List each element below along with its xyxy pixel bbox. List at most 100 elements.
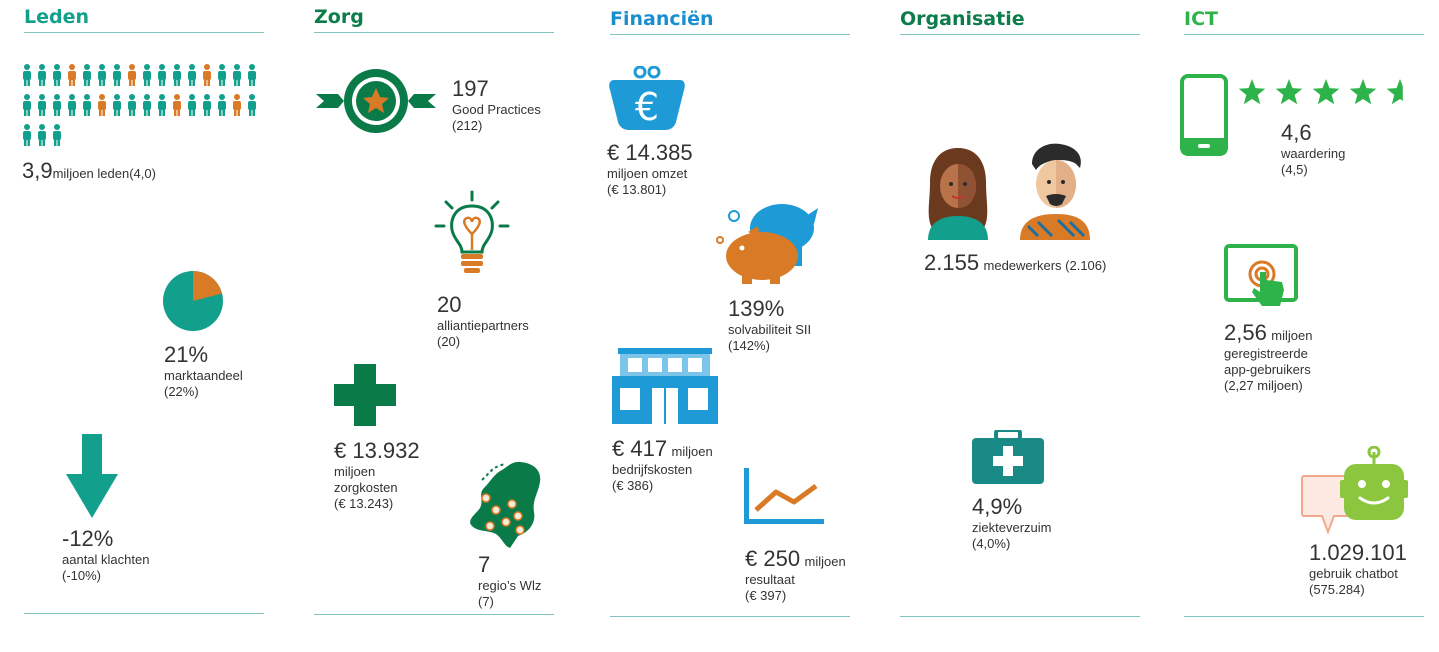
zorg-title: Zorg [314, 6, 364, 28]
complaints-prev: (-10%) [62, 567, 102, 583]
rating-prev: (4,5) [1281, 161, 1308, 177]
piggy-bank-icon [716, 204, 818, 284]
chatbot-icon [1301, 446, 1408, 534]
practices-label: Good Practices [452, 102, 541, 118]
rating-stat: 4,6 waardering (4,5) [1281, 120, 1345, 178]
ict-top-rule [1184, 34, 1424, 35]
solvency-value: 139% [728, 296, 785, 321]
award-badge-icon [316, 69, 436, 133]
zorg-top-rule [314, 32, 554, 33]
partners-value: 20 [437, 292, 462, 317]
ict-bottom-rule [1184, 616, 1424, 617]
people-icon [23, 64, 256, 146]
partners-prev: (20) [437, 333, 461, 349]
regions-value: 7 [478, 552, 491, 577]
market-share-pie-icon [163, 271, 223, 331]
app-users-prev: (2,27 miljoen) [1224, 377, 1303, 393]
complaints-value: -12% [62, 526, 114, 551]
financien-title: Financiën [610, 8, 714, 30]
practices-value: 197 [452, 76, 489, 101]
staff-label: medewerkers (2.106) [983, 258, 1107, 273]
solvency-prev: (142%) [728, 337, 770, 353]
result-line-chart-icon [744, 468, 824, 524]
ict-title: ICT [1184, 8, 1218, 30]
absence-stat: 4,9% ziekteverzuim (4,0%) [972, 494, 1051, 552]
solvency-stat: 139% solvabiliteit SII (142%) [728, 296, 811, 354]
result-value: € 250 [745, 546, 801, 571]
chatbot-label: gebruik chatbot [1309, 566, 1398, 582]
revenue-stat: € 14.385 miljoen omzet (€ 13.801) [607, 140, 693, 198]
touchscreen-tap-icon [1224, 244, 1298, 306]
leden-top-rule [24, 32, 264, 33]
absence-label: ziekteverzuim [972, 520, 1052, 536]
revenue-prev: (€ 13.801) [607, 181, 667, 197]
app-users-value: 2,56 [1224, 320, 1267, 345]
lightbulb-icon [434, 190, 510, 273]
staff-value: 2.155 [924, 250, 980, 275]
result-label: resultaat [745, 572, 795, 588]
care-costs-prev: (€ 13.243) [334, 495, 394, 511]
rating-value: 4,6 [1281, 120, 1312, 145]
complaints-stat: -12% aantal klachten (-10%) [62, 526, 149, 584]
market-label: marktaandeel [164, 368, 243, 384]
care-costs-stat: € 13.932 miljoen zorgkosten (€ 13.243) [334, 438, 420, 511]
chatbot-stat: 1.029.101 gebruik chatbot (575.284) [1309, 540, 1407, 598]
practices-prev: (212) [452, 117, 483, 133]
absence-value: 4,9% [972, 494, 1023, 519]
opex-prev: (€ 386) [612, 477, 654, 493]
smartphone-icon [1180, 74, 1228, 156]
financien-top-rule [610, 34, 850, 35]
arrow-down-icon [66, 434, 118, 518]
regions-stat: 7 regio’s Wlz (7) [478, 552, 541, 610]
medical-cross-icon [334, 364, 396, 426]
app-users-label1: geregistreerde [1224, 346, 1308, 362]
practices-stat: 197 Good Practices (212) [452, 76, 541, 134]
svg-text:€: € [635, 85, 659, 129]
organisatie-bottom-rule [900, 616, 1140, 617]
staff-stat: 2.155 medewerkers (2.106) [924, 250, 1106, 276]
revenue-value: € 14.385 [607, 140, 693, 165]
zorg-bottom-rule [314, 614, 554, 615]
office-building-icon [612, 348, 718, 424]
app-users-label2: app-gebruikers [1224, 361, 1311, 377]
revenue-label: miljoen omzet [607, 166, 688, 182]
members-prev: (4,0) [129, 166, 156, 181]
organisatie-title: Organisatie [900, 8, 1025, 30]
complaints-label: aantal klachten [62, 552, 150, 568]
care-costs-label2: zorgkosten [334, 479, 398, 495]
partners-label: alliantiepartners [437, 318, 529, 334]
opex-label: bedrijfskosten [612, 462, 693, 478]
solvency-label: solvabiliteit SII [728, 322, 812, 338]
market-prev: (22%) [164, 383, 199, 399]
result-unit: miljoen [804, 554, 846, 569]
opex-unit: miljoen [671, 444, 713, 459]
employees-man-icon [1020, 143, 1090, 240]
rating-stars-icon [1238, 79, 1410, 105]
rating-label: waardering [1281, 146, 1346, 162]
chatbot-value: 1.029.101 [1309, 540, 1407, 565]
members-value: 3,9 [22, 158, 53, 183]
chatbot-prev: (575.284) [1309, 581, 1365, 597]
care-costs-label1: miljoen [334, 464, 376, 480]
result-prev: (€ 397) [745, 587, 787, 603]
financien-bottom-rule [610, 616, 850, 617]
opex-value: € 417 [612, 436, 668, 461]
first-aid-kit-icon [972, 430, 1044, 484]
market-share-slice [193, 271, 223, 301]
opex-stat: € 417 miljoen bedrijfskosten (€ 386) [612, 436, 713, 494]
care-costs-value: € 13.932 [334, 438, 420, 463]
market-value: 21% [164, 342, 209, 367]
partners-stat: 20 alliantiepartners (20) [437, 292, 529, 350]
regions-label: regio’s Wlz [478, 578, 542, 594]
leden-bottom-rule [24, 613, 264, 614]
leden-title: Leden [24, 6, 90, 28]
wallet-euro-icon: € [609, 66, 685, 130]
app-users-unit: miljoen [1271, 328, 1313, 343]
netherlands-map-icon [470, 462, 541, 548]
members-stat: 3,9miljoen leden(4,0) [22, 158, 156, 184]
app-users-stat: 2,56 miljoen geregistreerde app-gebruike… [1224, 320, 1312, 393]
employees-woman-icon [928, 148, 988, 240]
regions-prev: (7) [478, 593, 494, 609]
market-stat: 21% marktaandeel (22%) [164, 342, 243, 400]
members-unit: miljoen leden [52, 166, 130, 181]
